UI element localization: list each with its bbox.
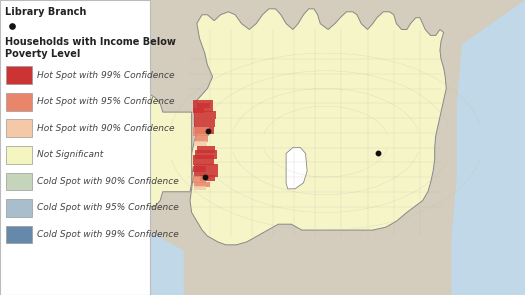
FancyBboxPatch shape	[6, 199, 32, 217]
Text: Not Significant: Not Significant	[37, 150, 103, 159]
Polygon shape	[452, 0, 525, 295]
Bar	[193, 108, 204, 113]
Bar	[197, 103, 210, 108]
Bar	[194, 182, 210, 187]
Polygon shape	[286, 148, 307, 189]
FancyBboxPatch shape	[6, 66, 32, 84]
FancyBboxPatch shape	[6, 93, 32, 111]
Bar	[194, 164, 218, 177]
Text: Hot Spot with 90% Confidence: Hot Spot with 90% Confidence	[37, 124, 174, 133]
Text: Hot Spot with 99% Confidence: Hot Spot with 99% Confidence	[37, 71, 174, 80]
FancyBboxPatch shape	[6, 226, 32, 243]
Text: Cold Spot with 99% Confidence: Cold Spot with 99% Confidence	[37, 230, 178, 239]
FancyBboxPatch shape	[6, 119, 32, 137]
Bar	[193, 127, 209, 136]
Polygon shape	[134, 94, 192, 206]
Bar	[194, 111, 216, 119]
Bar	[194, 186, 206, 190]
Text: Hot Spot with 95% Confidence: Hot Spot with 95% Confidence	[37, 97, 174, 106]
Bar	[194, 119, 215, 127]
Bar	[195, 135, 208, 142]
Bar	[195, 127, 214, 134]
Bar	[194, 141, 207, 146]
Text: Cold Spot with 95% Confidence: Cold Spot with 95% Confidence	[37, 204, 178, 212]
Bar	[193, 166, 206, 172]
Bar	[193, 155, 214, 165]
Bar	[193, 176, 206, 183]
FancyBboxPatch shape	[6, 173, 32, 190]
Polygon shape	[0, 148, 116, 295]
Bar	[193, 100, 213, 112]
FancyBboxPatch shape	[0, 0, 150, 295]
Bar	[197, 146, 215, 153]
Text: Cold Spot with 90% Confidence: Cold Spot with 90% Confidence	[37, 177, 178, 186]
Text: Library Branch: Library Branch	[5, 7, 87, 17]
Bar	[200, 175, 215, 181]
FancyBboxPatch shape	[6, 146, 32, 164]
Text: Households with Income Below
Poverty Level: Households with Income Below Poverty Lev…	[5, 37, 176, 59]
Bar	[195, 150, 217, 159]
Polygon shape	[190, 9, 446, 245]
Polygon shape	[0, 201, 184, 295]
